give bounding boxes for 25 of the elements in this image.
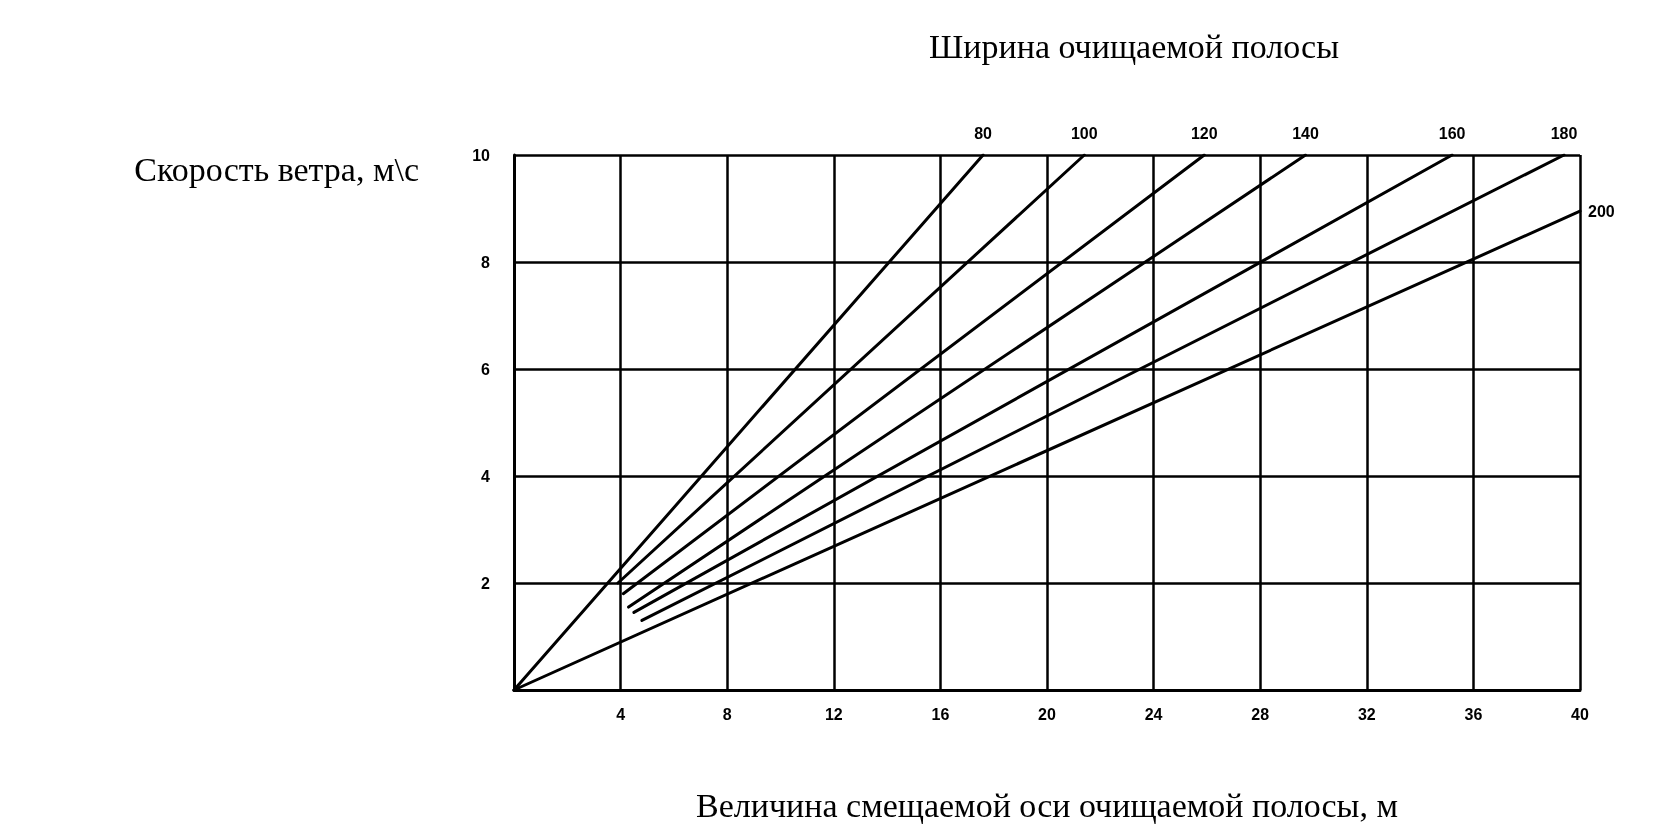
x-tick-label: 28: [1251, 705, 1270, 723]
y-tick-label: 4: [481, 467, 491, 485]
x-tick-label: 12: [824, 705, 843, 723]
y-tick-label: 8: [481, 253, 491, 271]
series-label: 160: [1438, 124, 1466, 142]
series-label: 180: [1550, 124, 1578, 142]
y-tick-label: 2: [481, 574, 491, 592]
series-label: 140: [1292, 124, 1319, 142]
series-label: 120: [1190, 124, 1218, 142]
x-axis-title: Величина смещаемой оси очищаемой полосы, м: [696, 786, 1398, 824]
x-tick-label: 36: [1464, 705, 1483, 723]
y-tick-label: 6: [481, 360, 491, 378]
series-label: 80: [974, 124, 993, 142]
x-tick-label: 40: [1571, 705, 1589, 723]
y-axis-title: Скорость ветра, м\с: [134, 150, 419, 188]
series-label: 100: [1070, 124, 1098, 142]
series-label: 200: [1588, 202, 1615, 220]
x-tick-label: 16: [931, 705, 950, 723]
x-tick-label: 20: [1038, 705, 1056, 723]
chart-title: Ширина очищаемой полосы: [929, 27, 1340, 65]
x-tick-label: 4: [616, 705, 626, 723]
y-tick-label: 10: [472, 146, 491, 164]
x-tick-label: 24: [1144, 705, 1163, 723]
x-tick-label: 32: [1357, 705, 1376, 723]
x-tick-label: 8: [722, 705, 732, 723]
